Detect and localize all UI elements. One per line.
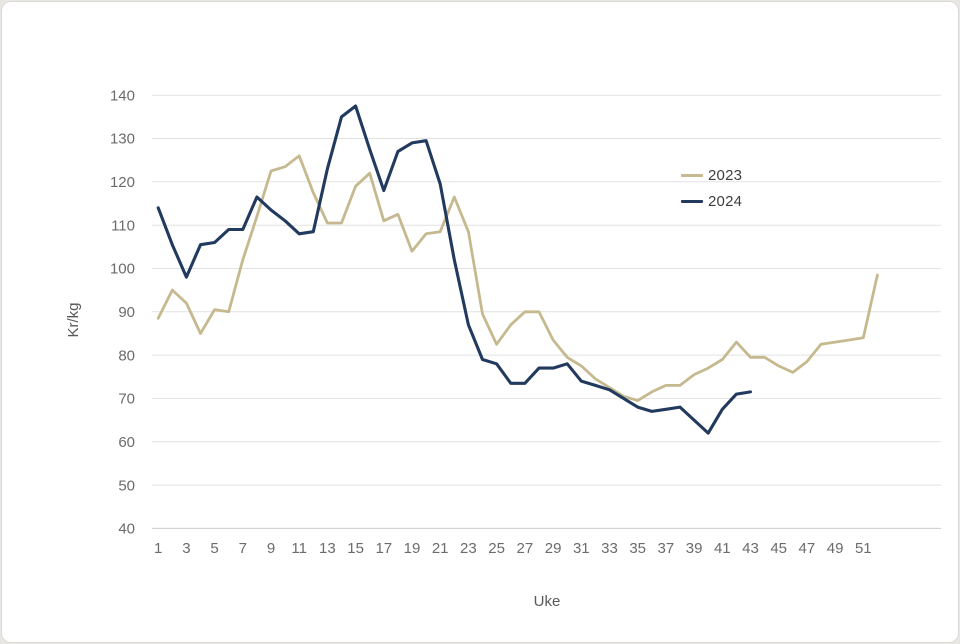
legend-label-2024: 2024 [708, 193, 743, 210]
x-tick-label-25: 25 [488, 540, 505, 557]
x-tick-label-19: 19 [404, 540, 421, 557]
y-tick-label-140: 140 [110, 87, 135, 104]
x-tick-label-39: 39 [686, 540, 703, 557]
x-axis-title: Uke [534, 593, 561, 610]
x-tick-label-17: 17 [375, 540, 392, 557]
x-tick-label-31: 31 [573, 540, 590, 557]
chart-legend: 2023 2024 [681, 167, 742, 210]
y-tick-label-110: 110 [111, 217, 135, 234]
y-tick-label-130: 130 [110, 131, 135, 148]
legend-item-2023: 2023 [681, 167, 742, 184]
legend-swatch-2023 [681, 174, 703, 177]
x-tick-label-47: 47 [799, 540, 816, 557]
x-tick-label-27: 27 [517, 540, 534, 557]
x-tick-label-11: 11 [291, 540, 307, 557]
x-tick-label-49: 49 [827, 540, 844, 557]
x-axis-tick-labels: 1 3 5 7 9 11 13 15 17 19 21 23 25 27 29 31 33 35 37 39 41 43 4… [154, 540, 872, 557]
x-tick-label-29: 29 [545, 540, 562, 557]
gridlines [152, 94, 941, 529]
legend-swatch-2024 [681, 200, 703, 203]
y-axis-title: Kr/kg [65, 302, 82, 337]
series-line-2024 [156, 104, 753, 435]
y-tick-label-120: 120 [110, 174, 135, 191]
x-tick-label-1: 1 [154, 540, 162, 557]
x-tick-label-3: 3 [182, 540, 190, 557]
legend-label-2023: 2023 [708, 167, 743, 184]
x-tick-label-7: 7 [239, 540, 247, 557]
y-axis-tick-labels: 40 50 60 70 80 90 100 110 120 130 140 [110, 87, 135, 537]
y-tick-label-90: 90 [118, 304, 135, 321]
x-tick-label-5: 5 [210, 540, 218, 557]
legend-item-2024: 2024 [681, 193, 742, 210]
y-tick-label-100: 100 [110, 261, 135, 278]
series-line-2023 [156, 154, 879, 403]
x-tick-label-37: 37 [658, 540, 675, 557]
x-tick-label-41: 41 [714, 540, 731, 557]
x-tick-label-45: 45 [770, 540, 787, 557]
y-tick-label-80: 80 [118, 347, 135, 364]
x-tick-label-51: 51 [855, 540, 872, 557]
x-tick-label-23: 23 [460, 540, 477, 557]
x-tick-label-13: 13 [319, 540, 336, 557]
y-tick-label-70: 70 [118, 391, 135, 408]
y-tick-label-40: 40 [118, 521, 135, 538]
y-tick-label-50: 50 [118, 477, 135, 494]
y-tick-label-60: 60 [118, 434, 135, 451]
x-tick-label-15: 15 [347, 540, 364, 557]
x-tick-label-43: 43 [742, 540, 759, 557]
x-tick-label-21: 21 [432, 540, 449, 557]
x-tick-label-35: 35 [629, 540, 646, 557]
x-tick-label-9: 9 [267, 540, 275, 557]
x-tick-label-33: 33 [601, 540, 618, 557]
